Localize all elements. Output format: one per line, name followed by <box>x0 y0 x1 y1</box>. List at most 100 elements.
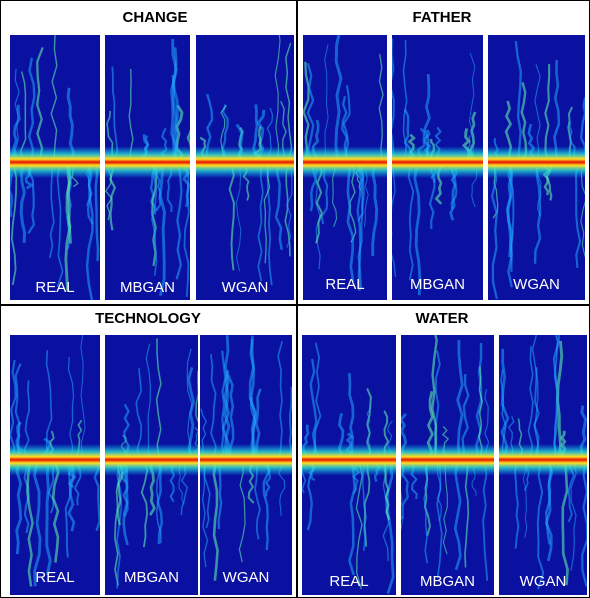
spike <box>574 162 582 268</box>
spike <box>544 459 554 562</box>
spectrogram <box>196 35 294 300</box>
spike <box>579 97 585 163</box>
spike <box>534 64 541 163</box>
spike <box>220 350 227 461</box>
spike <box>10 162 13 217</box>
image-label: WGAN <box>223 569 270 586</box>
panel-title: CHANGE <box>122 9 187 26</box>
spike <box>475 343 483 460</box>
energy-band <box>105 443 198 476</box>
spike <box>533 162 542 264</box>
spike <box>274 35 281 163</box>
spike <box>378 53 384 163</box>
spike <box>355 459 363 590</box>
spike <box>303 61 310 163</box>
spike <box>346 162 355 282</box>
spike <box>581 459 587 587</box>
spike <box>386 459 395 594</box>
spike <box>151 162 158 276</box>
spike <box>392 38 395 163</box>
spike <box>334 35 343 163</box>
spike <box>431 335 438 460</box>
spike <box>51 459 60 563</box>
panel-title: FATHER <box>413 9 472 26</box>
image-label: MBGAN <box>120 279 175 296</box>
spike <box>277 340 283 460</box>
spike <box>505 162 513 288</box>
image-label: REAL <box>35 569 74 586</box>
spike <box>527 345 534 460</box>
spike <box>210 353 217 460</box>
spectrogram <box>488 35 585 300</box>
spike <box>45 459 52 576</box>
spike <box>436 459 443 579</box>
energy-band <box>10 443 100 476</box>
spike <box>36 47 44 163</box>
spike <box>94 162 100 262</box>
panel: WATER REAL MBGAN WGAN <box>302 310 587 595</box>
spike <box>155 338 162 460</box>
panel-title: WATER <box>415 310 468 327</box>
image-label: REAL <box>325 276 364 293</box>
image-label: WGAN <box>513 276 560 293</box>
spike <box>413 162 422 296</box>
spike <box>263 162 271 264</box>
spike <box>324 44 329 163</box>
spike <box>531 335 539 460</box>
spectrogram <box>10 335 100 595</box>
spike <box>464 459 470 568</box>
image-label: WGAN <box>520 573 567 590</box>
spike <box>26 459 34 587</box>
image-label: WGAN <box>222 279 269 296</box>
spike <box>570 459 577 571</box>
spike <box>195 370 198 460</box>
spike <box>85 162 94 300</box>
spike <box>423 459 428 564</box>
spike <box>257 162 264 282</box>
spectrogram <box>105 335 198 595</box>
spike <box>309 358 318 460</box>
energy-band <box>196 146 294 179</box>
spike <box>50 35 58 163</box>
energy-band <box>392 146 483 179</box>
spectrogram <box>10 35 100 300</box>
spectrogram <box>392 35 483 300</box>
image-label: MBGAN <box>124 569 179 586</box>
spike <box>145 343 152 460</box>
energy-band <box>401 443 494 476</box>
spike <box>80 335 86 460</box>
spectrogram <box>303 35 387 300</box>
spike <box>482 459 489 581</box>
image-label: MBGAN <box>420 573 475 590</box>
spike <box>392 162 397 277</box>
spike <box>171 38 179 163</box>
spike <box>10 359 17 460</box>
spike <box>27 57 36 163</box>
spike <box>266 162 273 286</box>
spike <box>536 459 545 590</box>
spike <box>407 162 415 281</box>
panel: TECHNOLOGY REAL MBGAN WGAN <box>10 310 292 595</box>
spike <box>183 162 190 297</box>
energy-band <box>499 443 587 476</box>
energy-band <box>488 146 585 179</box>
spike <box>212 459 219 581</box>
spike <box>67 356 75 460</box>
image-label: REAL <box>35 279 74 296</box>
energy-band <box>10 146 100 179</box>
spike <box>45 350 53 460</box>
spike <box>456 340 464 460</box>
spectrogram <box>200 335 292 595</box>
spike <box>306 62 315 163</box>
spike <box>544 64 551 163</box>
spike <box>468 52 476 163</box>
spike <box>33 459 42 587</box>
panel: FATHER REAL MBGAN WGAN <box>303 9 585 300</box>
panel-title: TECHNOLOGY <box>95 310 201 327</box>
spectrogram <box>499 335 587 595</box>
spike <box>10 162 18 286</box>
spike <box>500 349 510 460</box>
spike <box>553 335 559 460</box>
spike <box>561 459 569 586</box>
